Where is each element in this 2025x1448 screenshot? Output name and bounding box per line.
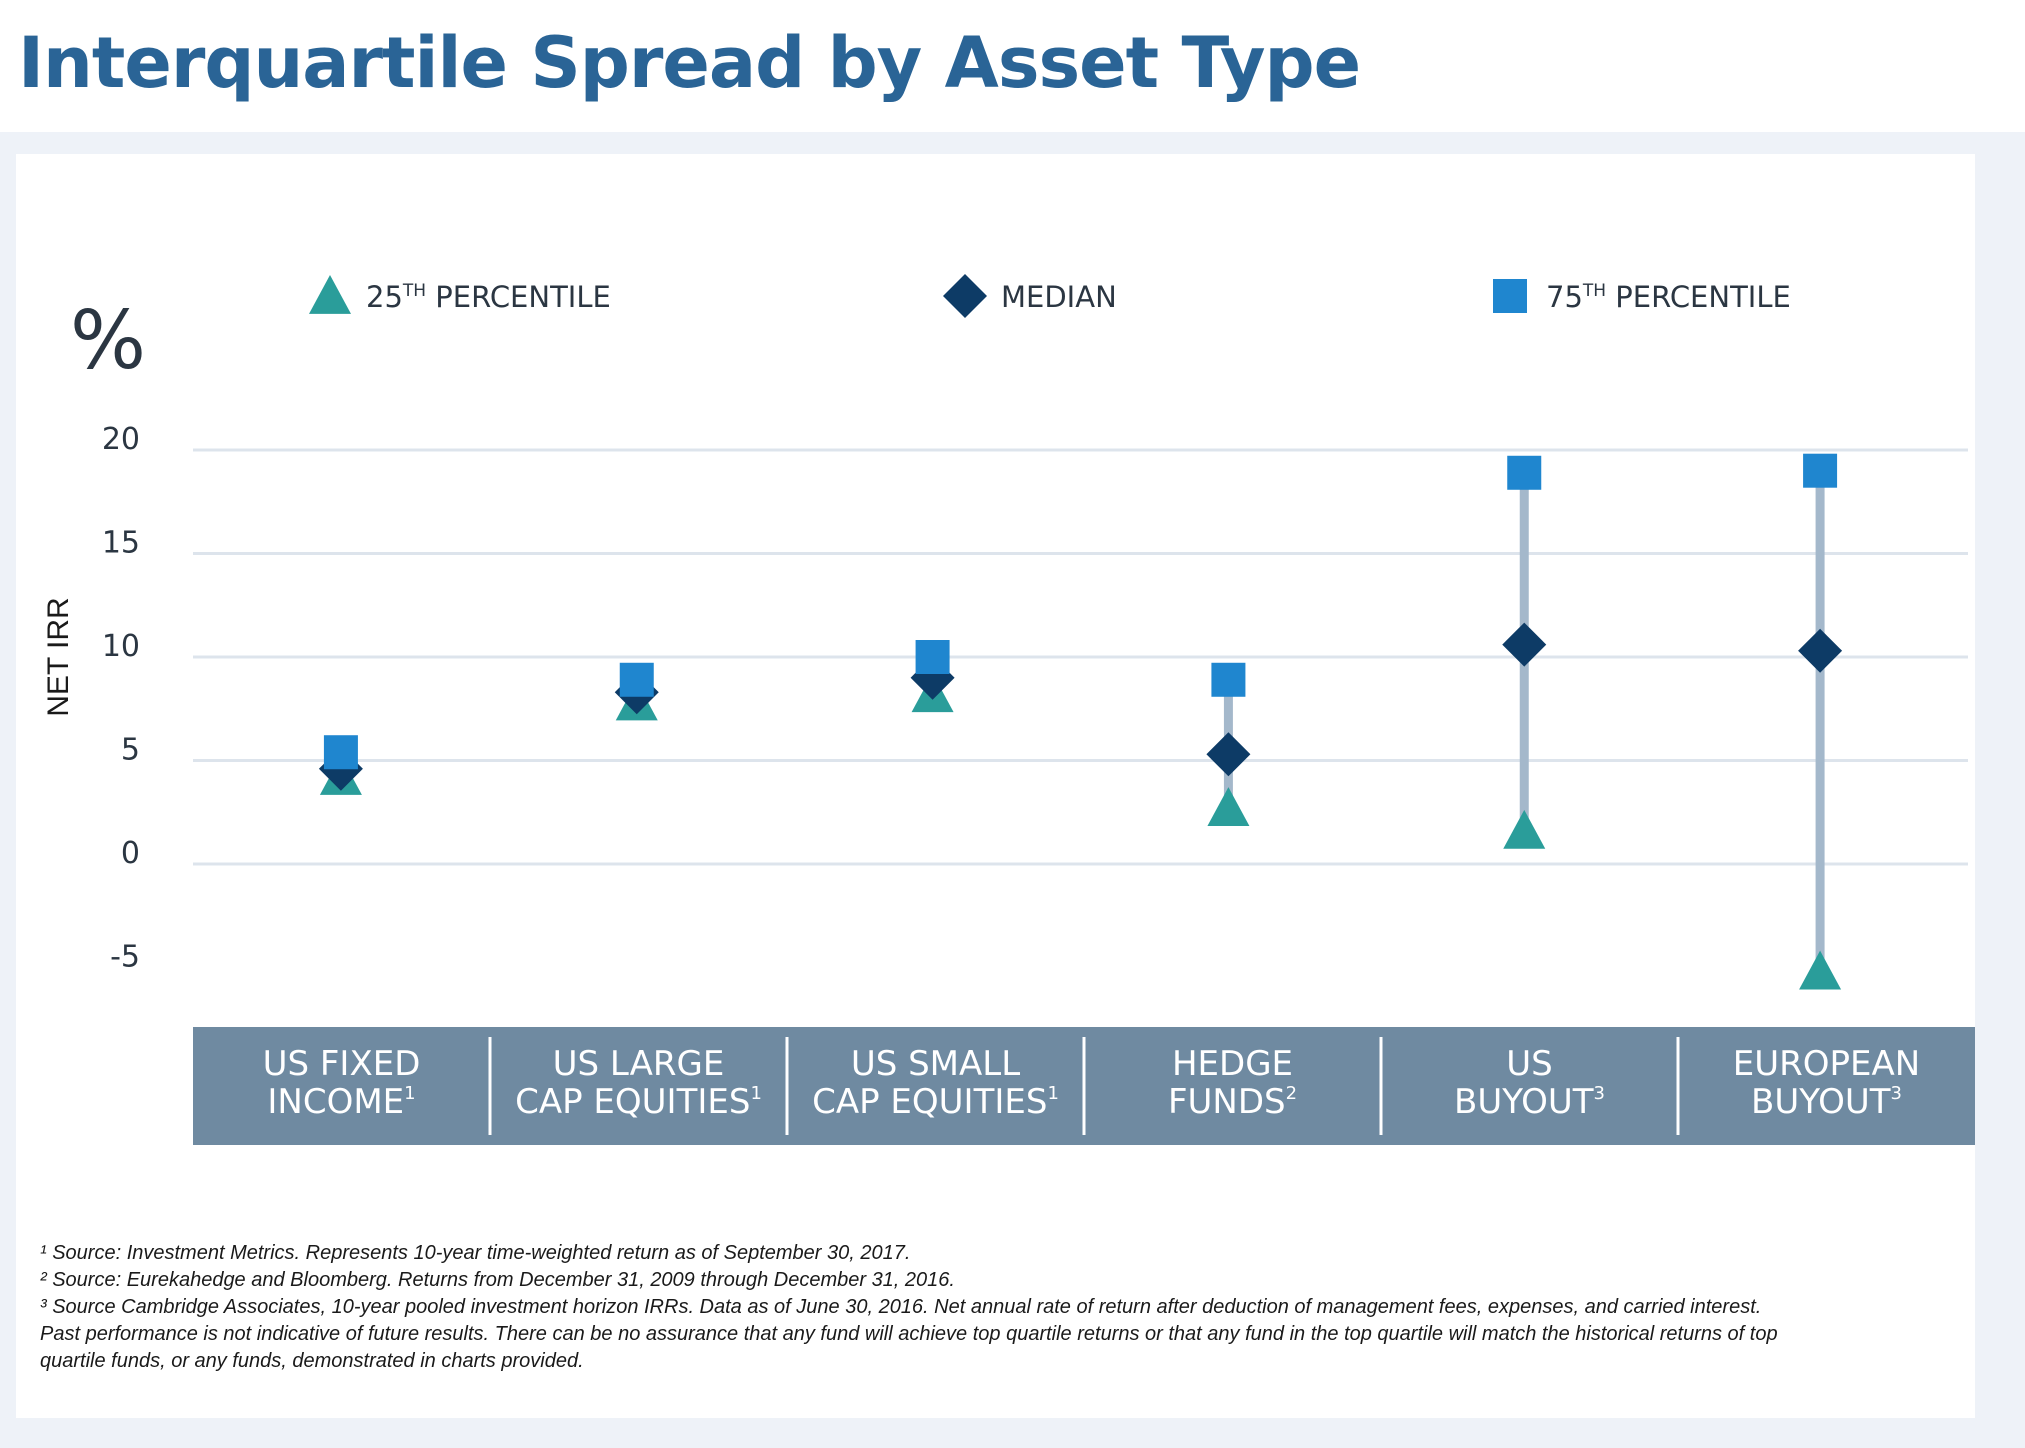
footnote-1: ¹ Source: Investment Metrics. Represents… bbox=[40, 1242, 911, 1264]
gridlines bbox=[193, 448, 1968, 866]
category-label-line1: US FIXED bbox=[263, 1044, 421, 1084]
category-label-line2: CAP EQUITIES1 bbox=[515, 1082, 762, 1122]
diamond-marker bbox=[1206, 732, 1251, 777]
y-tick-label: 20 bbox=[102, 422, 140, 457]
category-label-line1: HEDGE bbox=[1172, 1044, 1293, 1084]
triangle-marker bbox=[1207, 787, 1250, 826]
range-lines bbox=[336, 470, 1825, 972]
y-tick-label: -5 bbox=[110, 940, 140, 975]
footnote-disclaimer-2: quartile funds, or any funds, demonstrat… bbox=[40, 1350, 584, 1372]
legend-square-icon bbox=[1493, 279, 1527, 313]
square-marker bbox=[1211, 662, 1246, 697]
category-label-line2: BUYOUT3 bbox=[1454, 1082, 1605, 1122]
legend-label: MEDIAN bbox=[1001, 280, 1117, 314]
y-tick-label: 15 bbox=[102, 526, 140, 561]
legend-label: 75TH PERCENTILE bbox=[1546, 280, 1791, 314]
square-marker bbox=[619, 662, 654, 697]
category-label-line1: US LARGE bbox=[553, 1044, 725, 1084]
category-label-line2: FUNDS2 bbox=[1168, 1082, 1297, 1122]
square-marker bbox=[915, 640, 950, 674]
footnotes: ¹ Source: Investment Metrics. Represents… bbox=[40, 1240, 2000, 1375]
chart: 20 15 10 5 0 -5 % NET IRR 25TH PERCENTILE MEDI… bbox=[42, 274, 1975, 1145]
category-label-line1: US bbox=[1506, 1044, 1552, 1084]
category-label-line2: BUYOUT3 bbox=[1751, 1082, 1902, 1122]
legend: 25TH PERCENTILE MEDIAN 75TH PERCENTILE bbox=[309, 274, 1791, 318]
diamond-marker bbox=[1798, 628, 1843, 673]
category-label-line2: INCOME1 bbox=[267, 1082, 415, 1122]
triangle-marker bbox=[1799, 950, 1842, 990]
triangle-marker bbox=[1503, 809, 1546, 849]
y-axis-label: NET IRR bbox=[42, 597, 75, 716]
category-label-line1: US SMALL bbox=[851, 1044, 1020, 1084]
y-tick-label: 0 bbox=[121, 836, 140, 871]
square-marker bbox=[323, 735, 358, 770]
legend-triangle-icon bbox=[309, 275, 351, 314]
legend-label: 25TH PERCENTILE bbox=[366, 280, 611, 314]
page-title: Interquartile Spread by Asset Type bbox=[18, 22, 1361, 104]
footnote-2: ² Source: Eurekahedge and Bloomberg. Ret… bbox=[40, 1269, 955, 1291]
diamond-marker bbox=[1502, 622, 1547, 667]
y-tick-labels: 20 15 10 5 0 -5 bbox=[102, 422, 140, 975]
y-tick-label: 5 bbox=[121, 733, 140, 768]
y-unit-label: % bbox=[70, 294, 146, 387]
square-marker bbox=[1803, 453, 1838, 488]
legend-diamond-icon bbox=[943, 274, 987, 318]
footnote-disclaimer-1: Past performance is not indicative of fu… bbox=[40, 1323, 1778, 1345]
category-label-line1: EUROPEAN bbox=[1733, 1044, 1920, 1084]
square-marker bbox=[1507, 455, 1542, 490]
data-markers bbox=[318, 453, 1843, 990]
y-tick-label: 10 bbox=[102, 629, 140, 664]
category-label-line2: CAP EQUITIES1 bbox=[812, 1082, 1059, 1122]
footnote-3: ³ Source Cambridge Associates, 10-year p… bbox=[40, 1296, 1762, 1318]
